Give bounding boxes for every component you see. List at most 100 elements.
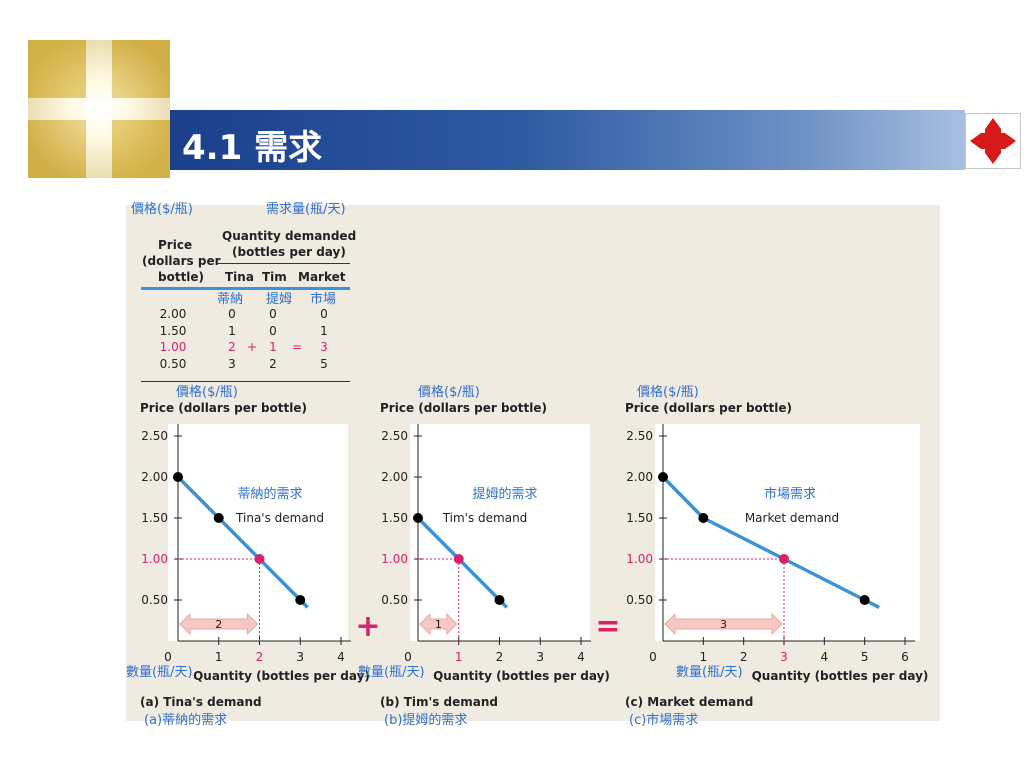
x-tick-label: 1: [700, 650, 708, 664]
quantity-arrow-label: 3: [720, 618, 727, 631]
col-tim-cn: 提姆: [266, 292, 293, 307]
quantity-arrow: [664, 612, 783, 636]
x-tick-label: 4: [821, 650, 829, 664]
title-bar: 4.1 需求: [170, 110, 965, 170]
row-tina: 3: [228, 357, 236, 371]
logo-graphic: [28, 40, 170, 178]
x-tick-label: 3: [536, 650, 544, 664]
data-point: [859, 595, 870, 605]
data-point: [698, 513, 709, 523]
x-tick-label: 3: [296, 650, 304, 664]
row-market: 1: [320, 324, 328, 338]
x-axis-title: Quantity (bottles per day): [193, 669, 370, 683]
demand-curve: [416, 516, 509, 609]
curve-label: Market demand: [745, 511, 839, 525]
row-tim: 0: [269, 324, 277, 338]
data-point: [494, 595, 505, 605]
row-market: 3: [320, 340, 328, 354]
quantity-arrow: [419, 612, 458, 636]
y-tick-label: 1.50: [381, 511, 408, 525]
y-tick-label: 1.00: [626, 552, 653, 566]
col-market: Market: [298, 270, 346, 284]
quantity-header-line2: (bottles per day): [232, 245, 346, 259]
y-tick-label: 2.50: [381, 429, 408, 443]
x-tick-label: 0: [649, 650, 657, 664]
y-tick-label: 0.50: [626, 593, 653, 607]
plot-area: [168, 424, 348, 641]
row-price: 2.00: [159, 307, 187, 321]
navigation-button[interactable]: [965, 113, 1021, 169]
page-title: 4.1 需求: [182, 128, 323, 168]
y-tick-label: 2.00: [381, 470, 408, 484]
y-tick-label: 0.50: [381, 593, 408, 607]
curve-label-cn: 市場需求: [764, 486, 816, 502]
x-tick-label: 4: [577, 650, 585, 664]
x-tick-label: 2: [740, 650, 748, 664]
row-plus-sign: +: [246, 340, 258, 354]
col-tim: Tim: [262, 270, 287, 284]
row-tim: 0: [269, 307, 277, 321]
curve-label: Tim's demand: [442, 511, 528, 525]
chart-caption-cn: (b)提姆的需求: [384, 712, 467, 728]
x-tick-label: 1: [455, 650, 463, 664]
x-tick-label: 2: [256, 650, 264, 664]
data-point: [173, 472, 183, 482]
quantity-header-line1: Quantity demanded: [222, 229, 357, 243]
y-tick-label: 1.50: [141, 511, 168, 525]
row-tim: 1: [269, 340, 277, 354]
x-tick-label: 3: [780, 650, 788, 664]
price-axis-label-cn: 價格($/瓶): [418, 384, 480, 400]
chart-caption: (a) Tina's demand: [140, 695, 262, 709]
price-header-line2: (dollars per: [142, 254, 221, 268]
chart-caption-cn: (c)市場需求: [629, 712, 698, 728]
table-quantity-annotation: 需求量(瓶/天): [266, 202, 346, 217]
highlight-point: [254, 554, 265, 564]
price-axis-label-cn: 價格($/瓶): [176, 384, 238, 400]
logo: [28, 40, 170, 178]
header-divider: [217, 263, 350, 264]
x-tick-label: 2: [496, 650, 504, 664]
x-tick-label: 0: [164, 650, 172, 664]
x-axis-title: Quantity (bottles per day): [752, 669, 929, 683]
y-tick-label: 2.50: [141, 429, 168, 443]
price-header-line3: bottle): [158, 270, 205, 284]
data-point: [213, 513, 224, 523]
table-bottom-rule: [141, 381, 350, 382]
y-tick-label: 1.50: [626, 511, 653, 525]
chart-caption-cn: (a)蒂納的需求: [144, 712, 227, 728]
row-market: 0: [320, 307, 328, 321]
y-tick-label: 1.00: [141, 552, 168, 566]
col-market-cn: 市場: [310, 292, 337, 307]
col-tina-cn: 蒂納: [217, 292, 244, 307]
table-price-annotation: 價格($/瓶): [131, 202, 193, 217]
plot-area: [655, 424, 920, 641]
curve-label-cn: 蒂納的需求: [237, 486, 302, 502]
curve-label: Tina's demand: [235, 511, 324, 525]
four-arrows-icon: [970, 118, 1016, 164]
data-point: [295, 595, 306, 605]
y-tick-label: 2.00: [626, 470, 653, 484]
curve-label-cn: 提姆的需求: [472, 486, 537, 502]
price-axis-label-cn: 價格($/瓶): [637, 384, 699, 400]
quantity-axis-label-cn: 數量(瓶/天): [126, 665, 193, 680]
quantity-arrow: [179, 612, 259, 636]
price-header-line1: Price: [158, 238, 193, 252]
row-tina: 1: [228, 324, 236, 338]
y-tick-label: 1.00: [381, 552, 408, 566]
plus-operator: +: [355, 609, 380, 644]
x-tick-label: 4: [337, 650, 345, 664]
row-price: 1.00: [159, 340, 187, 354]
row-price: 1.50: [159, 324, 187, 338]
row-price: 0.50: [159, 357, 187, 371]
quantity-arrow-label: 1: [435, 618, 442, 631]
x-tick-label: 5: [861, 650, 869, 664]
row-tina: 0: [228, 307, 236, 321]
x-axis-title: Quantity (bottles per day): [433, 669, 610, 683]
highlight-point: [779, 554, 789, 564]
quantity-axis-label-cn: 數量(瓶/天): [676, 665, 743, 680]
y-axis-title: Price (dollars per bottle): [625, 401, 792, 415]
table-accent-line: [141, 287, 350, 290]
equals-operator: =: [595, 609, 620, 644]
y-tick-label: 2.50: [626, 429, 653, 443]
y-axis-title: Price (dollars per bottle): [380, 401, 547, 415]
